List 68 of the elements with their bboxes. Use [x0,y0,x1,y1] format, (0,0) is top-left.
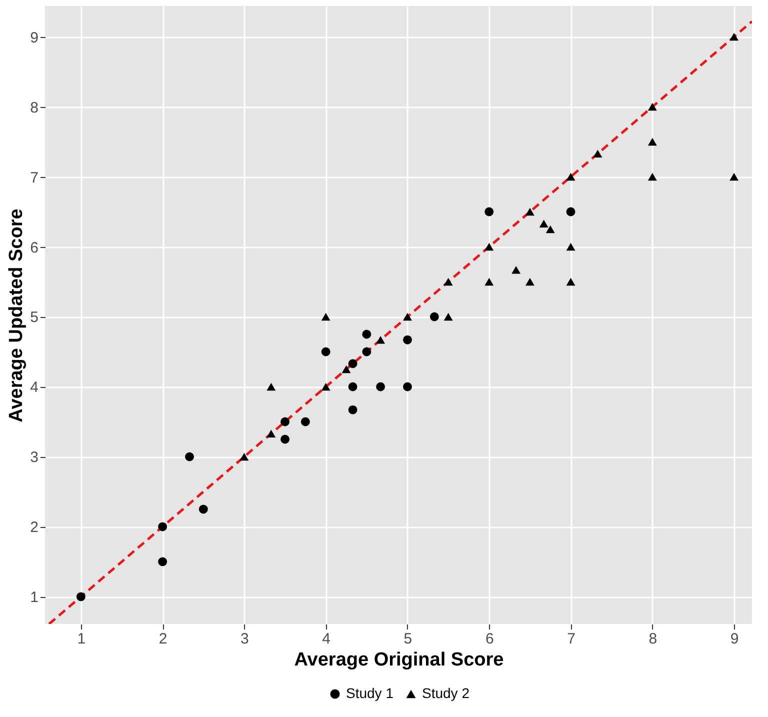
y-tick-label: 8 [30,99,38,116]
point [566,172,576,181]
x-tick-label: 5 [404,630,412,648]
point [648,172,657,181]
point [730,32,739,41]
point [376,336,386,344]
point [593,150,602,158]
point [525,278,534,286]
point [512,266,521,274]
point [444,312,453,321]
point [403,382,412,392]
x-tick-label: 2 [158,630,168,648]
point [539,220,548,228]
point [566,207,576,216]
point [158,557,168,566]
y-tick-label: 9 [30,29,38,46]
point [648,138,657,146]
point [321,347,330,356]
point [240,452,249,461]
x-tick-label: 1 [77,630,86,648]
legend-label: Study 1 [346,685,394,701]
point [76,592,86,602]
point [280,417,290,426]
point [566,242,576,251]
point [348,405,358,414]
point [348,382,358,392]
point [185,452,194,462]
x-tick-label: 6 [485,630,494,648]
point [300,417,310,426]
point [321,382,330,391]
point [525,208,534,216]
point [362,330,372,339]
point [362,347,372,356]
point [444,278,453,286]
point [266,430,276,438]
x-tick-label: 7 [567,630,576,648]
point [430,312,439,322]
x-tick-label: 3 [240,630,249,648]
y-tick-label: 7 [30,169,38,186]
point [484,278,494,286]
x-tick-label: 9 [730,630,739,648]
point [484,242,494,251]
legend-label: Study 2 [422,685,470,701]
point [403,312,412,321]
y-tick-label: 4 [30,379,38,396]
x-tick-label: 8 [648,630,658,648]
point [648,102,657,111]
point [348,359,358,368]
point [546,225,555,234]
point [280,434,290,444]
x-axis-title: Average Original Score [294,650,504,670]
point [342,365,351,374]
point [266,382,276,391]
y-tick-label: 2 [30,519,38,536]
point [158,522,168,532]
point [376,382,386,392]
x-tick-label: 4 [322,630,331,648]
y-tick-label: 6 [30,239,38,256]
point [566,278,576,286]
y-tick-label: 3 [30,449,38,466]
point [730,172,739,181]
point [403,335,412,344]
y-axis-title: Average Updated Score [6,208,28,422]
y-tick-label: 5 [30,309,38,326]
point [321,312,330,321]
point [484,207,494,216]
point [198,504,208,514]
y-tick-label: 1 [30,589,38,606]
